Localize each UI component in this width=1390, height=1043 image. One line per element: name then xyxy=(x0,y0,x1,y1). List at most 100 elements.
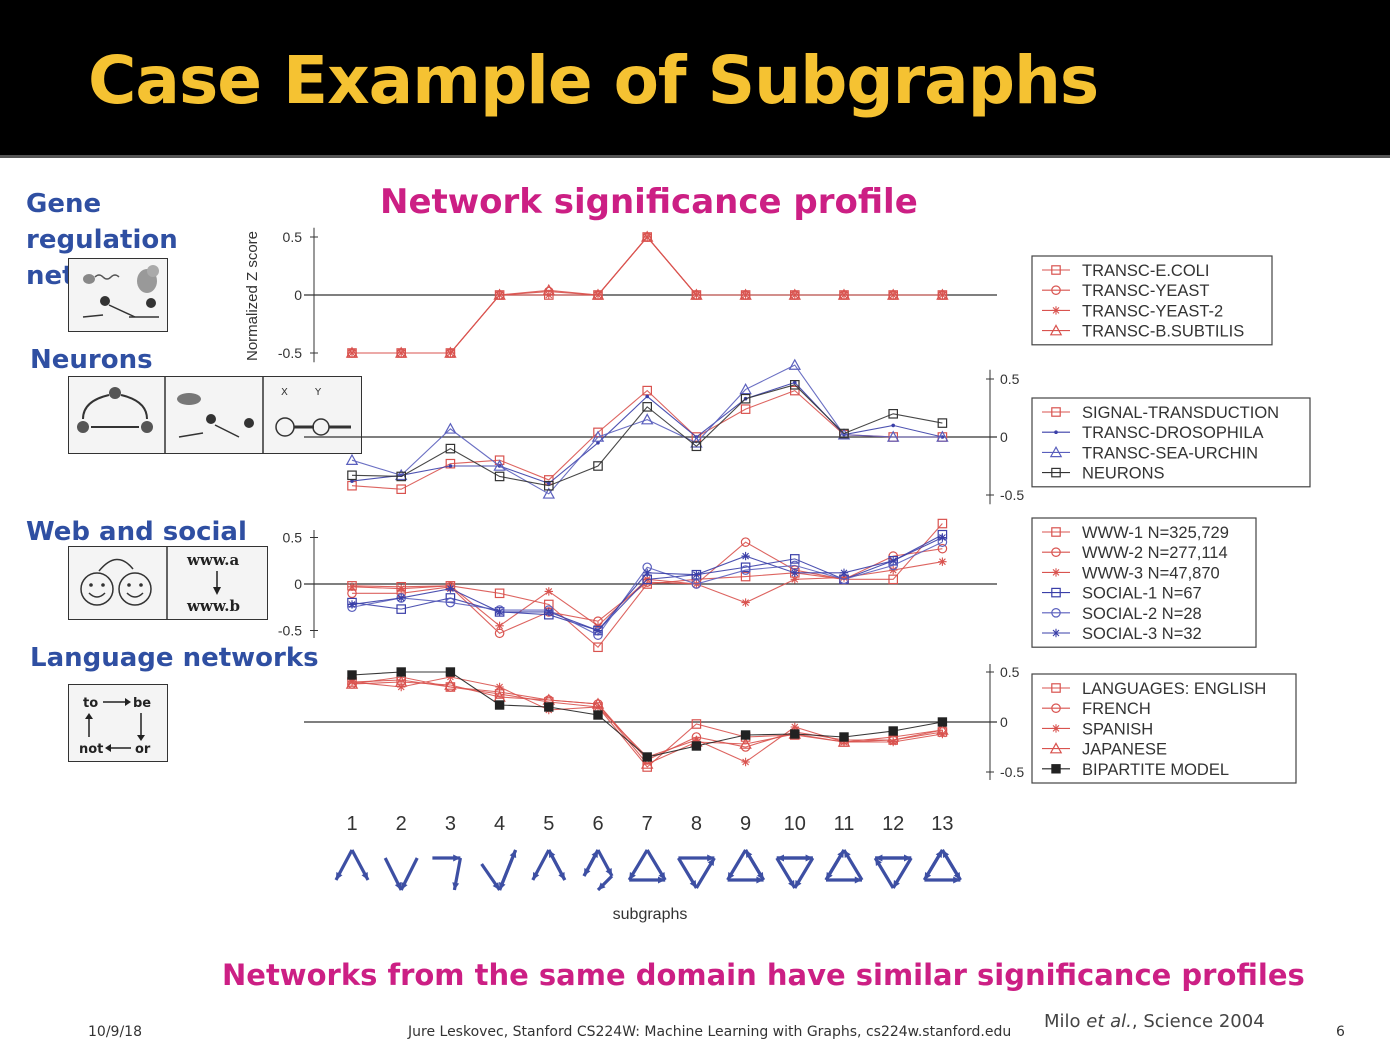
y-tick-label-2-1: 0.5 xyxy=(1000,371,1020,387)
data-point-3-6-11 xyxy=(839,568,849,578)
data-point-2-4-5 xyxy=(543,480,554,491)
data-point-4-3-2 xyxy=(397,682,406,692)
citation-etal: et al. xyxy=(1086,1011,1132,1032)
neuron-y-label: Y xyxy=(314,387,322,398)
chart-layer: Normalized Z score 0.5 0 -0.5 TRANSC-E.COLI T… xyxy=(244,227,1311,923)
x-tick-label-6: 6 xyxy=(592,813,603,835)
motif-1-edge-1-head xyxy=(336,872,343,880)
legend-entry-2-3: TRANSC-SEA-URCHIN xyxy=(1082,444,1258,462)
legend-marker-1-2 xyxy=(1051,285,1061,295)
data-point-2-4-1 xyxy=(347,470,357,481)
legend-entry-3-3: WWW-3 N=47,870 xyxy=(1082,564,1220,582)
motif-13-edge-5-head xyxy=(953,872,961,880)
language-icon: to be not or xyxy=(68,684,168,762)
data-point-1-4-12 xyxy=(886,288,900,300)
data-point-1-4-9 xyxy=(739,288,752,300)
data-point-2-4-2 xyxy=(396,471,406,482)
data-point-2-4-7 xyxy=(642,402,652,412)
data-point-4-5-6 xyxy=(593,710,603,720)
data-point-2-3-5 xyxy=(542,487,556,499)
www-a-label: www.a xyxy=(186,551,239,569)
motif-4-edge-3-head xyxy=(509,850,517,858)
data-point-3-3-4 xyxy=(495,621,504,631)
data-point-1-4-7 xyxy=(640,230,654,242)
data-point-3-6-4 xyxy=(495,607,504,617)
word-or: or xyxy=(135,742,151,757)
footer-note: Networks from the same domain have simil… xyxy=(222,958,1305,992)
title-divider xyxy=(0,155,1390,158)
data-point-2-3-12 xyxy=(886,430,900,442)
motif-2-edge-2-head xyxy=(401,882,408,890)
x-tick-label-8: 8 xyxy=(691,813,702,835)
legend-box-4 xyxy=(1031,673,1297,784)
legend-entry-4-3: SPANISH xyxy=(1082,720,1153,738)
y-tick-label-4-1: 0.5 xyxy=(1000,664,1020,680)
y-axis-label: Normalized Z score xyxy=(244,231,261,361)
legend-marker-4-4 xyxy=(1049,742,1063,754)
series-line-4-3 xyxy=(351,676,943,763)
series-line-3-1 xyxy=(351,523,943,649)
data-point-3-1-4 xyxy=(494,588,505,599)
data-point-4-4-3 xyxy=(444,678,457,690)
language-drawing: to be not or xyxy=(79,696,151,757)
data-point-3-1-6 xyxy=(593,642,603,653)
data-point-2-1-9 xyxy=(740,404,751,414)
series-line-1-4 xyxy=(352,236,943,354)
web-social-icon: www.a www.b xyxy=(68,546,268,620)
neurons-icon: X Y xyxy=(68,376,362,454)
motif-11-edge-3-head xyxy=(844,850,851,858)
data-point-1-4-3 xyxy=(444,346,457,358)
y-tick-label-3-1: 0.5 xyxy=(283,530,303,546)
word-not: not xyxy=(79,742,103,757)
data-point-3-3-9 xyxy=(741,598,750,607)
data-point-4-3-8 xyxy=(692,735,701,745)
data-point-3-2-9 xyxy=(740,537,751,547)
legend-marker-1-3 xyxy=(1051,306,1061,315)
motif-7-edge-2-head xyxy=(658,872,666,880)
data-point-2-2-6 xyxy=(596,441,600,445)
motif-6-edge-2-head xyxy=(591,850,598,858)
motif-8-edge-3-head xyxy=(707,858,715,866)
data-point-3-4-9 xyxy=(740,562,751,573)
legend-marker-4-3 xyxy=(1051,724,1061,733)
data-point-2-3-11 xyxy=(837,428,851,440)
motif-4-edge-1-head xyxy=(492,882,500,890)
motif-6-edge-4-head xyxy=(598,882,606,890)
data-point-2-2-1 xyxy=(350,479,354,483)
legend-entry-3-5: SOCIAL-2 N=28 xyxy=(1082,605,1202,623)
data-point-4-4-1 xyxy=(345,677,359,689)
domain-label-neurons: Neurons xyxy=(30,345,153,375)
data-point-4-4-7 xyxy=(640,757,654,769)
data-point-2-4-6 xyxy=(593,461,603,471)
data-point-3-3-10 xyxy=(790,575,799,584)
series-line-3-5 xyxy=(351,541,943,636)
data-point-2-2-12 xyxy=(891,423,895,428)
legend-entry-2-1: SIGNAL-TRANSDUCTION xyxy=(1082,404,1279,422)
series-line-2-4 xyxy=(351,384,943,487)
data-point-4-5-13 xyxy=(937,717,948,727)
motif-9-edge-2-head xyxy=(756,876,764,884)
legend-box-2 xyxy=(1031,397,1311,488)
motif-11-edge-2-head xyxy=(854,876,862,884)
data-point-2-3-10 xyxy=(788,358,802,370)
legend-entry-3-4: SOCIAL-1 N=67 xyxy=(1082,585,1202,603)
data-point-4-5-5 xyxy=(544,702,554,712)
data-point-4-5-10 xyxy=(790,729,800,739)
legend-marker-3-2 xyxy=(1051,547,1061,557)
y-tick-label-4-2: 0 xyxy=(1000,714,1008,730)
neurons-drawing: X Y xyxy=(77,377,351,453)
data-point-4-4-9 xyxy=(739,737,752,749)
data-point-2-4-4 xyxy=(494,471,505,482)
x-tick-label-2: 2 xyxy=(396,813,407,835)
data-point-3-5-9 xyxy=(740,565,751,575)
data-point-3-6-8 xyxy=(692,570,701,579)
motif-11-edge-4-head xyxy=(837,850,844,858)
slide-title: Case Example of Subgraphs xyxy=(88,42,1099,119)
data-point-4-4-2 xyxy=(394,675,408,687)
legend-marker-4-2 xyxy=(1051,703,1061,713)
motif-10-edge-2-head xyxy=(776,854,785,862)
x-axis-label: subgraphs xyxy=(613,906,688,923)
data-point-4-5-9 xyxy=(740,730,751,740)
data-point-3-3-11 xyxy=(839,573,849,582)
data-point-2-4-8 xyxy=(691,441,702,452)
